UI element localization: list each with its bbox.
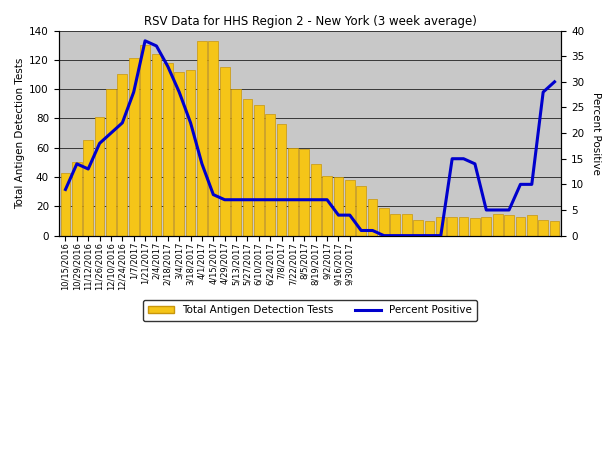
Bar xyxy=(402,213,411,236)
Bar xyxy=(311,164,320,236)
Bar xyxy=(356,186,366,236)
Bar xyxy=(231,89,241,236)
Bar xyxy=(197,41,207,236)
Bar xyxy=(322,176,332,236)
Bar xyxy=(254,105,264,236)
Bar xyxy=(265,114,275,236)
Bar xyxy=(436,217,445,236)
Bar xyxy=(379,208,389,236)
Bar xyxy=(83,140,93,236)
Bar xyxy=(152,54,161,236)
Y-axis label: Total Antigen Detection Tests: Total Antigen Detection Tests xyxy=(15,57,25,209)
Bar xyxy=(72,162,82,236)
Bar xyxy=(60,173,70,236)
Y-axis label: Percent Positive: Percent Positive xyxy=(591,91,601,175)
Bar xyxy=(345,180,355,236)
Bar xyxy=(459,217,468,236)
Bar xyxy=(549,221,559,236)
Bar xyxy=(299,149,309,236)
Bar xyxy=(538,219,548,236)
Bar xyxy=(516,217,525,236)
Bar xyxy=(186,70,195,236)
Bar xyxy=(368,199,378,236)
Bar xyxy=(493,213,503,236)
Bar xyxy=(447,217,457,236)
Bar xyxy=(391,213,400,236)
Bar xyxy=(174,72,184,236)
Bar xyxy=(208,41,218,236)
Bar xyxy=(95,117,105,236)
Bar xyxy=(163,63,172,236)
Title: RSV Data for HHS Region 2 - New York (3 week average): RSV Data for HHS Region 2 - New York (3 … xyxy=(144,15,476,28)
Bar xyxy=(334,177,343,236)
Bar xyxy=(413,219,423,236)
Legend: Total Antigen Detection Tests, Percent Positive: Total Antigen Detection Tests, Percent P… xyxy=(143,300,477,321)
Bar xyxy=(288,148,298,236)
Bar xyxy=(243,99,253,236)
Bar xyxy=(106,89,116,236)
Bar xyxy=(424,221,434,236)
Bar xyxy=(470,218,480,236)
Bar xyxy=(129,58,139,236)
Bar xyxy=(527,215,537,236)
Bar xyxy=(140,45,150,236)
Bar xyxy=(118,74,127,236)
Bar xyxy=(277,124,286,236)
Bar xyxy=(482,217,491,236)
Bar xyxy=(505,215,514,236)
Bar xyxy=(220,67,230,236)
